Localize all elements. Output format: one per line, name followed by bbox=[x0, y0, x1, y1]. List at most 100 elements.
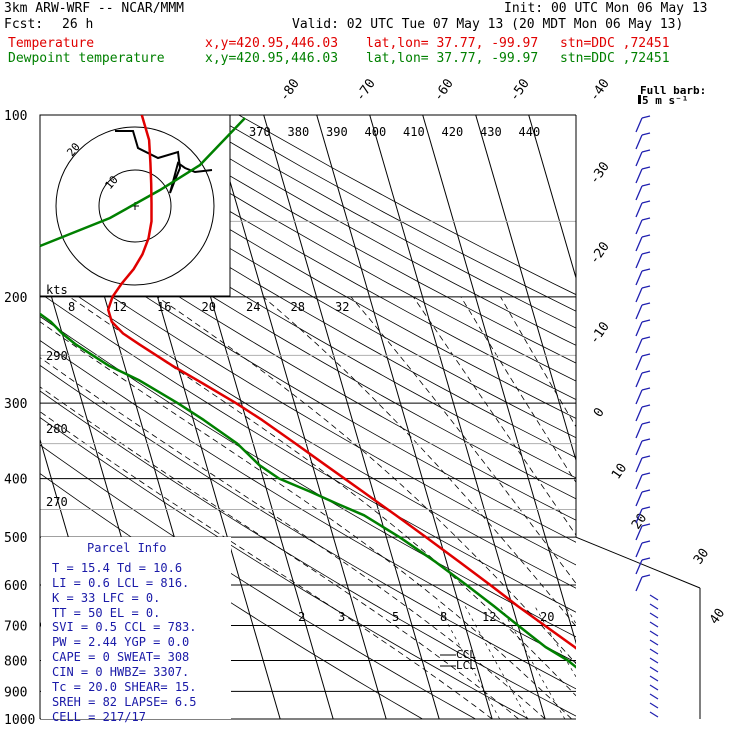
wind-barb-flag bbox=[641, 268, 651, 272]
theta-e-label: 370 bbox=[249, 125, 271, 139]
wind-barb-flag bbox=[641, 370, 651, 374]
isotherm-line bbox=[475, 115, 576, 463]
wind-barb-flag bbox=[641, 302, 651, 306]
theta-e-label: 420 bbox=[442, 125, 464, 139]
hodograph-trace bbox=[115, 130, 213, 194]
wind-speed-unit: kts bbox=[46, 283, 68, 297]
wind-barb bbox=[635, 270, 643, 286]
wind-barb-flag bbox=[641, 421, 651, 425]
wind-barb-flag bbox=[641, 472, 651, 476]
isotherm-label: 10 bbox=[609, 461, 630, 482]
lcl-label: LCL bbox=[456, 659, 476, 672]
wind-barb-lower bbox=[649, 711, 659, 718]
wind-barb-lower bbox=[649, 648, 659, 655]
mixing-ratio-label: 3 bbox=[338, 610, 345, 624]
isotherm-line bbox=[210, 115, 387, 719]
wind-barb-flag bbox=[641, 557, 651, 561]
isotherm-line bbox=[528, 115, 576, 280]
isotherm-label: -10 bbox=[587, 319, 613, 347]
mixing-ratio-line bbox=[500, 605, 566, 719]
wind-speed-label: 32 bbox=[335, 300, 349, 314]
legend-dewpoint-name: Dewpoint temperature bbox=[8, 51, 165, 66]
wind-barb bbox=[635, 338, 643, 354]
wind-barb-flag bbox=[641, 132, 651, 136]
pressure-label: 500 bbox=[4, 531, 27, 546]
wind-barb bbox=[635, 117, 643, 133]
wind-barb bbox=[635, 508, 643, 524]
mixing-ratio-line bbox=[606, 606, 676, 719]
legend-dewpoint-latlon: lat,lon= 37.77, -99.97 bbox=[366, 51, 539, 66]
pressure-label: 1000 bbox=[4, 713, 35, 728]
wind-barb-flag bbox=[641, 455, 651, 459]
moist-adiabat bbox=[350, 296, 576, 585]
legend-dewpoint-xy: x,y=420.95,446.03 bbox=[205, 51, 339, 66]
wind-barb-lower bbox=[649, 594, 659, 601]
wind-barb bbox=[635, 372, 643, 388]
mixing-ratio-line bbox=[437, 605, 501, 719]
isotherm-line bbox=[263, 115, 440, 719]
mixing-ratio-label: 8 bbox=[440, 610, 447, 624]
wind-barb bbox=[635, 406, 643, 422]
wind-barb-flag bbox=[641, 489, 651, 493]
parcel-row: T = 15.4 Td = 10.6 bbox=[52, 561, 182, 575]
isotherm-label: 0 bbox=[591, 405, 608, 420]
wind-barb bbox=[635, 185, 643, 201]
isotherm-line bbox=[635, 115, 740, 719]
wind-speed-label: 20 bbox=[202, 300, 216, 314]
mixing-ratio-line bbox=[534, 605, 576, 678]
theta-e-label: 410 bbox=[403, 125, 425, 139]
parcel-row: CELL = 217/17 bbox=[52, 710, 146, 724]
isotherm-line bbox=[369, 115, 546, 719]
mixing-ratio-label: 5 bbox=[392, 610, 399, 624]
wind-barb-flag bbox=[641, 285, 651, 289]
hodograph-ring bbox=[55, 126, 215, 286]
parcel-row: K = 33 LFC = 0. bbox=[52, 591, 160, 605]
wind-barb-flag bbox=[641, 217, 651, 221]
wind-barb-lower bbox=[649, 657, 659, 664]
dry-adiabat bbox=[40, 364, 576, 690]
moist-adiabat bbox=[460, 296, 576, 484]
wind-barb bbox=[635, 253, 643, 269]
wind-barb-lower bbox=[649, 621, 659, 628]
wind-barb-flag bbox=[641, 149, 651, 153]
wind-barb-lower bbox=[649, 630, 659, 637]
model-title: 3km ARW-WRF -- NCAR/MMM bbox=[4, 1, 185, 16]
wind-barb bbox=[635, 457, 643, 473]
hodograph-ring bbox=[98, 169, 172, 243]
parcel-row: Tc = 20.0 SHEAR= 15. bbox=[52, 680, 197, 694]
pressure-label: 400 bbox=[4, 473, 27, 488]
pressure-label: 600 bbox=[4, 579, 27, 594]
wind-barb-flag bbox=[641, 387, 651, 391]
wind-speed-label: 24 bbox=[246, 300, 260, 314]
mixing-ratio-label: 20 bbox=[540, 610, 554, 624]
mixing-ratio-line bbox=[464, 605, 529, 719]
wind-barb-flag bbox=[641, 251, 651, 255]
temperature-profile bbox=[106, 115, 576, 650]
wind-barb bbox=[635, 389, 643, 405]
wind-key-title: Full barb: bbox=[640, 84, 706, 97]
wind-barb-lower bbox=[649, 702, 659, 709]
wind-barb-lower bbox=[649, 639, 659, 646]
wind-barb bbox=[635, 168, 643, 184]
init-time: Init: 00 UTC Mon 06 May 13 bbox=[504, 1, 708, 16]
isotherm-label: -40 bbox=[587, 76, 613, 104]
mixing-ratio-label: 2 bbox=[298, 610, 305, 624]
wind-barbs bbox=[635, 115, 659, 718]
wind-direction-label: 280 bbox=[46, 422, 68, 436]
parcel-row: SREH = 82 LAPSE= 6.5 bbox=[52, 695, 197, 709]
pressure-label: 300 bbox=[4, 397, 27, 412]
isotherm-label: -70 bbox=[353, 76, 379, 104]
wind-barb-flag bbox=[641, 166, 651, 170]
pressure-label: 200 bbox=[4, 291, 27, 306]
wind-barb-flag bbox=[641, 319, 651, 323]
wind-barb bbox=[635, 576, 643, 592]
right-axis-skew bbox=[575, 536, 701, 589]
valid-time: Valid: 02 UTC Tue 07 May 13 (20 MDT Mon … bbox=[292, 17, 684, 32]
theta-e-label: 380 bbox=[288, 125, 310, 139]
legend-temperature-xy: x,y=420.95,446.03 bbox=[205, 36, 339, 51]
forecast-hour: 26 h bbox=[62, 17, 94, 32]
wind-barb bbox=[635, 542, 643, 558]
